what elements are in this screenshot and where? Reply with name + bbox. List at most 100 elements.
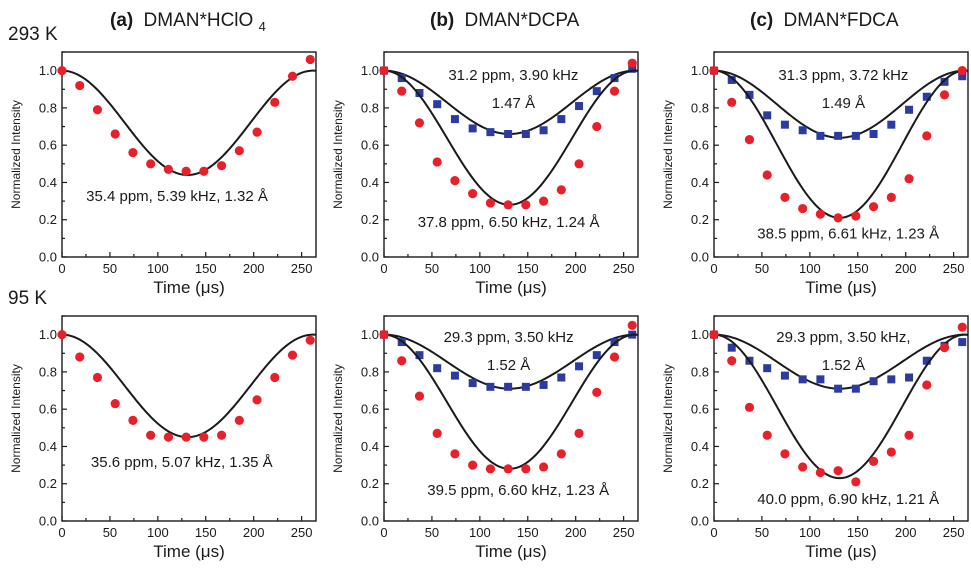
x-tick-label: 200 xyxy=(243,261,265,276)
x-tick-label: 150 xyxy=(195,525,217,540)
x-tick-label: 150 xyxy=(517,525,539,540)
data-point-circle xyxy=(234,415,244,425)
x-tick-label: 50 xyxy=(755,525,769,540)
x-tick-label: 200 xyxy=(895,525,917,540)
data-point-circle xyxy=(110,398,120,409)
x-tick-label: 250 xyxy=(613,261,635,276)
data-point-circle xyxy=(798,203,808,214)
data-point-circle xyxy=(146,159,156,169)
data-point-circle xyxy=(485,198,495,208)
x-axis-label: Time (μs) xyxy=(475,278,547,297)
data-point-square xyxy=(780,371,789,380)
data-point-square xyxy=(834,384,843,393)
y-tick-label: 0.4 xyxy=(691,175,709,190)
y-tick-label: 0.4 xyxy=(361,175,379,190)
data-point-circle xyxy=(146,430,156,440)
column-title-a: (a) DMAN*HClO 4 xyxy=(110,10,266,34)
x-tick-label: 250 xyxy=(291,525,313,540)
data-point-circle xyxy=(833,213,843,223)
data-point-circle xyxy=(868,456,879,466)
data-point-circle xyxy=(128,148,138,158)
data-point-circle xyxy=(252,127,262,137)
data-point-circle xyxy=(798,462,808,472)
data-point-circle xyxy=(904,430,914,440)
data-point-square xyxy=(592,87,601,96)
x-tick-label: 50 xyxy=(425,525,439,540)
y-tick-label: 0.6 xyxy=(39,402,57,417)
column-title-b-text: DMAN*DCPA xyxy=(465,10,580,31)
column-title-a-subscript: 4 xyxy=(259,19,266,34)
panel-1-2: 0 50 100 150 200 250 0.0 0.2 0.4 0.6 0.8 1.0 Time (μ… xyxy=(661,315,969,561)
annotation-text: 35.4 ppm, 5.39 kHz, 1.32 Å xyxy=(86,188,268,205)
data-point-circle xyxy=(727,97,737,107)
data-point-circle xyxy=(414,391,425,401)
data-point-circle xyxy=(432,428,442,439)
y-axis-label: Normalized Intensity xyxy=(331,100,345,209)
data-point-circle xyxy=(57,66,67,76)
data-point-circle xyxy=(627,320,637,330)
panel-0-2: 0 50 100 150 200 250 0.0 0.2 0.4 0.6 0.8 1.0 Time (μ… xyxy=(661,51,969,297)
annotation-text: 35.6 ppm, 5.07 kHz, 1.35 Å xyxy=(91,454,273,471)
plot-frame xyxy=(61,51,317,258)
data-point-circle xyxy=(503,464,513,474)
y-tick-label: 0.4 xyxy=(691,439,709,454)
data-point-circle xyxy=(627,58,637,68)
data-point-circle xyxy=(780,192,790,202)
y-tick-label: 0.4 xyxy=(39,175,57,190)
plot-frame xyxy=(61,315,317,522)
y-tick-label: 0.2 xyxy=(39,476,57,491)
x-tick-label: 250 xyxy=(613,525,635,540)
data-point-circle xyxy=(851,477,861,487)
data-point-square xyxy=(539,380,548,389)
annotation-text: 37.8 ppm, 6.50 kHz, 1.24 Å xyxy=(418,214,600,231)
data-point-circle xyxy=(379,66,389,76)
data-point-square xyxy=(851,131,860,140)
data-point-circle xyxy=(450,449,460,459)
panel-1-1: 0 50 100 150 200 250 0.0 0.2 0.4 0.6 0.8 1.0 Time (μ… xyxy=(331,315,639,561)
x-tick-label: 0 xyxy=(380,525,387,540)
data-point-circle xyxy=(886,192,896,202)
data-point-square xyxy=(415,351,424,360)
plot-frame xyxy=(383,51,639,258)
x-tick-label: 100 xyxy=(799,525,821,540)
y-tick-label: 0.8 xyxy=(691,364,709,379)
data-point-square xyxy=(940,77,949,86)
data-point-circle xyxy=(939,90,950,100)
plot-frame xyxy=(383,315,639,522)
data-point-square xyxy=(816,375,825,384)
data-point-circle xyxy=(922,131,932,141)
data-point-circle xyxy=(780,449,790,459)
data-point-circle xyxy=(521,464,531,474)
data-point-square xyxy=(727,75,736,84)
data-point-circle xyxy=(199,166,209,176)
data-point-circle xyxy=(305,54,315,65)
y-tick-label: 0.0 xyxy=(39,514,57,529)
column-title-c: (c) DMAN*FDCA xyxy=(750,10,899,31)
data-point-circle xyxy=(762,170,772,180)
panel-0-1: 0 50 100 150 200 250 0.0 0.2 0.4 0.6 0.8 1.0 Time (μ… xyxy=(331,51,639,297)
data-point-circle xyxy=(574,428,584,439)
x-tick-label: 200 xyxy=(243,525,265,540)
x-tick-label: 200 xyxy=(565,261,587,276)
data-point-circle xyxy=(110,129,120,139)
data-point-circle xyxy=(939,343,950,353)
data-point-circle xyxy=(270,97,280,107)
data-point-square xyxy=(798,375,807,384)
data-point-square xyxy=(798,126,807,135)
annotation-text: 31.2 ppm, 3.90 kHz xyxy=(448,67,578,84)
y-tick-label: 0.2 xyxy=(361,212,379,227)
annotation-text: 29.3 ppm, 3.50 kHz, xyxy=(776,329,910,346)
data-point-square xyxy=(958,338,967,347)
x-tick-label: 150 xyxy=(847,525,869,540)
annotation-text: 1.52 Å xyxy=(822,357,865,374)
y-axis-label: Normalized Intensity xyxy=(331,364,345,473)
annotation-text: 1.47 Å xyxy=(492,95,535,112)
data-point-square xyxy=(521,130,530,138)
fit-curve-red xyxy=(61,69,317,176)
data-point-circle xyxy=(709,66,719,76)
data-point-square xyxy=(575,362,584,371)
x-axis-label: Time (μs) xyxy=(153,542,225,561)
data-point-circle xyxy=(709,330,719,340)
data-point-circle xyxy=(922,380,932,390)
